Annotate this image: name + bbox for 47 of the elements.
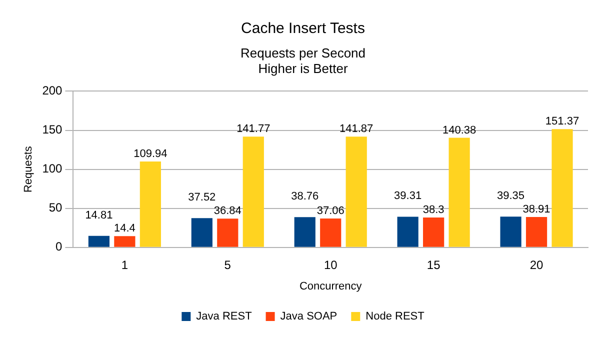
data-label: 37.06: [316, 204, 344, 217]
y-tick-label: 200: [42, 84, 63, 98]
bar: [500, 216, 522, 247]
y-tick-label: 100: [42, 162, 63, 176]
data-label: 39.31: [394, 190, 422, 202]
data-label: 38.3: [422, 204, 444, 216]
x-tick-label: 10: [324, 258, 338, 272]
x-tick-label: 5: [224, 258, 232, 272]
bar: [114, 236, 136, 247]
bar: [448, 138, 470, 247]
data-label: 141.87: [340, 123, 374, 136]
bar: [140, 162, 161, 247]
bar: [191, 218, 212, 247]
x-tick-label: 1: [121, 258, 128, 272]
data-label: 14.81: [85, 209, 113, 222]
chart-title: Cache Insert Tests: [241, 20, 365, 38]
data-label: 38.76: [291, 190, 319, 203]
data-label: 36.84: [214, 205, 242, 218]
y-tick-label: 50: [48, 200, 63, 215]
bar: [397, 216, 418, 247]
y-tick-label: 0: [56, 240, 63, 254]
data-label: 39.35: [497, 190, 525, 202]
data-label: 37.52: [188, 192, 216, 204]
data-label: 141.77: [236, 123, 270, 136]
y-axis-title: Requests: [22, 146, 35, 193]
legend-label: Java SOAP: [280, 310, 338, 323]
x-axis-title: Concurrency: [299, 280, 362, 292]
data-label: 14.4: [114, 222, 136, 235]
bar: [423, 217, 444, 247]
bar: [526, 217, 548, 247]
y-tick-label: 150: [42, 122, 63, 137]
bar: [217, 218, 238, 247]
x-tick-label: 20: [530, 258, 544, 272]
legend-label: Java REST: [196, 310, 252, 323]
data-label: 38.91: [522, 204, 550, 216]
data-label: 151.37: [545, 116, 580, 128]
legend-label: Node REST: [366, 310, 425, 323]
bar: [242, 136, 264, 247]
bar: [88, 236, 110, 247]
bar: [346, 136, 367, 247]
bar: [320, 218, 342, 247]
bar: [294, 217, 316, 247]
data-label: 140.38: [442, 124, 476, 136]
chart-subtitle: Requests per Second Higher is Better: [240, 45, 366, 76]
x-tick-label: 15: [426, 258, 441, 272]
bar: [552, 129, 573, 247]
data-label: 109.94: [134, 148, 168, 160]
